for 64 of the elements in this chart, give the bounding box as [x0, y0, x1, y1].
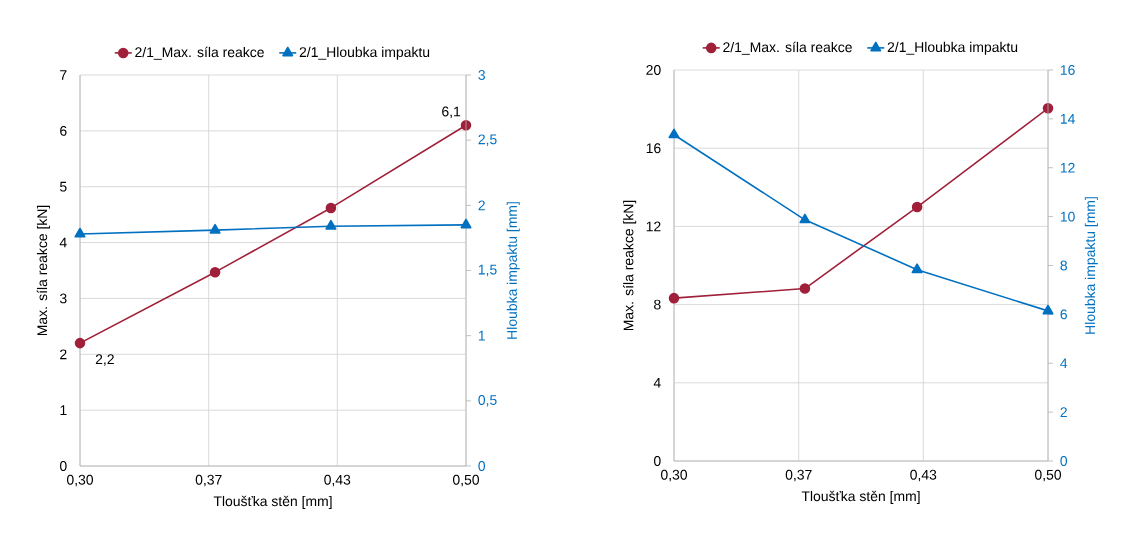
point — [209, 223, 221, 234]
point — [1042, 304, 1054, 315]
point — [911, 263, 923, 274]
x-tick-label: 0,50 — [1034, 469, 1062, 482]
point — [799, 213, 811, 224]
y2-tick-label: 8 — [1060, 260, 1067, 271]
y-axis-title: Max. síla reakce [kN] — [36, 205, 50, 336]
x-tick-label: 0,37 — [195, 474, 222, 487]
y-tick-label: 0 — [59, 461, 67, 471]
y-tick-label: 6 — [60, 125, 67, 136]
y2-tick-label: 0 — [1060, 456, 1068, 466]
y2-tick-label: 3 — [478, 70, 485, 80]
data-label: 2,2 — [95, 354, 114, 366]
point — [325, 219, 337, 230]
y-tick-label: 7 — [60, 70, 67, 80]
point — [799, 283, 811, 294]
x-axis-title: Tloušťka stěn [mm] — [801, 490, 920, 504]
point — [74, 337, 86, 349]
y2-axis-title: Hloubka impaktu [mm] — [506, 202, 520, 339]
y2-tick-label: 0 — [478, 461, 486, 471]
y2-tick-label: 16 — [1060, 65, 1075, 75]
point — [325, 202, 337, 214]
y-tick-label: 20 — [646, 65, 661, 75]
point — [460, 218, 472, 229]
y-tick-label: 4 — [59, 237, 67, 248]
y2-tick-label: 2 — [478, 200, 485, 211]
x-tick-label: 0,50 — [452, 474, 480, 487]
point — [668, 128, 680, 139]
y2-tick-label: 10 — [1060, 211, 1075, 222]
y-axis-title: Max. síla reakce [kN] — [623, 200, 637, 331]
point — [209, 266, 221, 278]
legend-label: 2/1_Hloubka impaktu — [299, 46, 430, 60]
legend-label: 2/1_Max. síla reakce — [135, 46, 264, 60]
point — [668, 292, 680, 304]
x-tick-label: 0,43 — [910, 469, 937, 482]
x-tick-label: 0,30 — [66, 474, 94, 487]
y2-tick-label: 2 — [1060, 407, 1067, 417]
point — [74, 227, 86, 238]
y-tick-label: 1 — [60, 405, 67, 415]
y-tick-label: 4 — [653, 378, 661, 388]
y2-tick-label: 1,5 — [478, 264, 497, 277]
y2-tick-label: 14 — [1060, 114, 1075, 124]
x-tick-label: 0,37 — [785, 469, 812, 482]
y2-tick-label: 12 — [1060, 162, 1075, 173]
y2-axis-title: Hloubka impaktu [mm] — [1084, 197, 1098, 334]
y-tick-label: 16 — [646, 143, 661, 154]
legend-label: 2/1_Max. síla reakce — [723, 41, 852, 55]
y-tick-label: 0 — [653, 456, 661, 466]
y-tick-label: 2 — [60, 349, 67, 360]
x-tick-label: 0,43 — [324, 474, 351, 487]
x-axis-title: Tloušťka stěn [mm] — [213, 495, 332, 509]
y2-tick-label: 6 — [1060, 309, 1067, 320]
x-tick-label: 0,30 — [660, 469, 688, 482]
point — [911, 201, 923, 213]
y2-tick-label: 4 — [1060, 358, 1068, 369]
y-tick-label: 5 — [59, 181, 67, 192]
legend-label: 2/1_Hloubka impaktu — [887, 41, 1018, 55]
y2-tick-label: 0,5 — [478, 395, 497, 407]
y2-tick-label: 1 — [478, 330, 485, 341]
y-tick-label: 12 — [646, 221, 661, 232]
y-tick-label: 8 — [654, 299, 661, 310]
data-label: 6,1 — [442, 106, 461, 119]
y2-tick-label: 2,5 — [478, 134, 497, 146]
y-tick-label: 3 — [59, 293, 67, 304]
